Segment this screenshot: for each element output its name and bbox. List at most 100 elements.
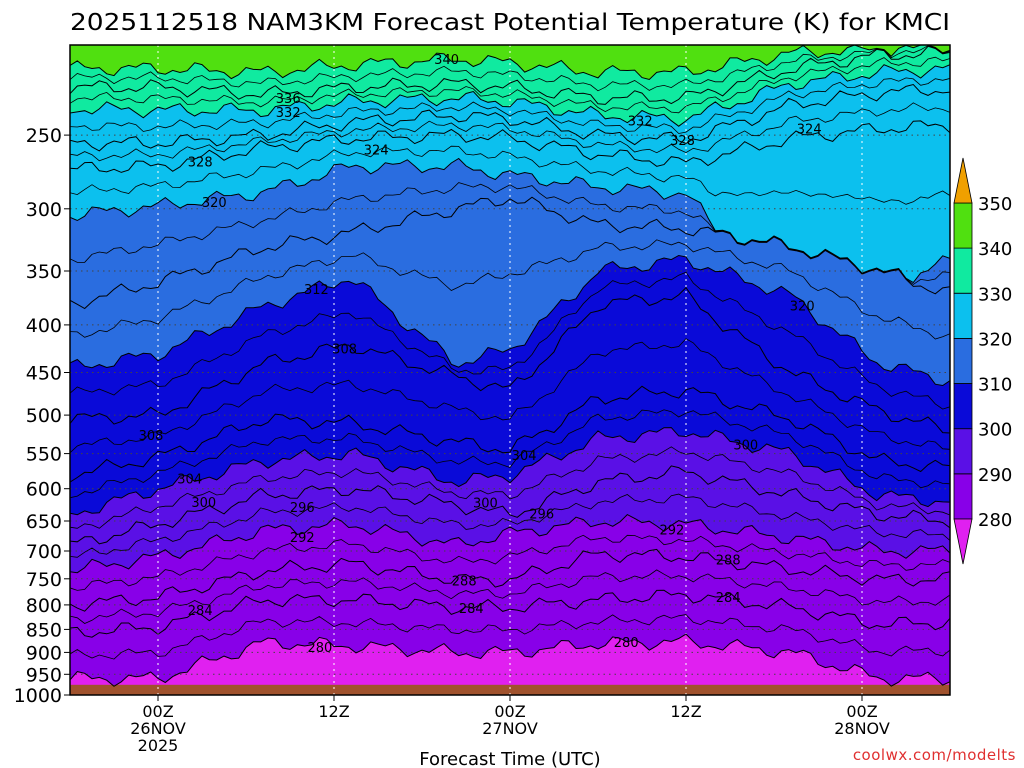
isentrope-contours [70, 45, 950, 687]
contour-label-23: 288 [452, 574, 477, 589]
y-tick-label-600: 600 [26, 479, 62, 501]
contour-label-14: 304 [177, 473, 202, 488]
contour-label-24: 284 [459, 602, 484, 617]
fill-band-280 [70, 590, 950, 687]
isentrope-294 [70, 493, 950, 558]
contour-label-8: 320 [202, 196, 227, 211]
fill-band-296 [70, 427, 950, 544]
colorbar-label-290: 290 [978, 465, 1012, 486]
colorbar-segment-320 [953, 292, 973, 339]
contour-label-4: 328 [670, 134, 695, 149]
y-tick-label-750: 750 [26, 569, 62, 591]
y-tick-label-900: 900 [26, 642, 62, 664]
fill-band-328 [70, 64, 950, 151]
contour-label-17: 300 [733, 439, 758, 454]
colorbar-over-arrow [953, 157, 973, 204]
contour-label-26: 284 [188, 604, 213, 619]
y-tick-label-400: 400 [26, 315, 62, 337]
y-tick-label-800: 800 [26, 595, 62, 617]
y-tick-label-950: 950 [26, 664, 62, 686]
y-tick-label-550: 550 [26, 444, 62, 466]
isentrope-298 [70, 446, 950, 529]
colorbar-under-arrow [953, 518, 973, 565]
x-tick-label-0-0: 00Z [142, 702, 173, 721]
y-axis-pressure: 2503003504004505005506006507007508008509… [14, 125, 70, 707]
colorbar-label-340: 340 [978, 239, 1012, 260]
colorbar-segment-290 [953, 428, 973, 475]
isentrope-336 [70, 45, 950, 105]
isentrope-302 [70, 409, 950, 499]
fill-band-304 [70, 287, 950, 483]
isentrope-296 [70, 465, 950, 545]
chart-title: 2025112518 NAM3KM Forecast Potential Tem… [70, 10, 950, 36]
y-tick-label-500: 500 [26, 405, 62, 427]
isentrope-304 [70, 385, 950, 483]
isentrope-286 [70, 569, 950, 624]
isentrope-312 [70, 254, 950, 387]
x-tick-label-2-0: 00Z [494, 702, 525, 721]
contour-label-20: 292 [290, 531, 315, 546]
contour-label-16: 300 [473, 497, 498, 512]
x-tick-label-0-1: 26NOV [130, 719, 186, 738]
contour-labels: 3403363323323283283243243203203123083083… [139, 53, 822, 656]
fill-band-332 [70, 46, 950, 127]
isentrope-324 [70, 120, 950, 173]
contour-label-2: 332 [276, 106, 301, 121]
colorbar-label-330: 330 [978, 284, 1012, 305]
contour-label-5: 328 [188, 156, 213, 171]
contour-label-15: 300 [191, 496, 216, 511]
colorbar-label-320: 320 [978, 329, 1012, 350]
colorbar-label-310: 310 [978, 375, 1012, 396]
contour-label-7: 324 [797, 123, 822, 138]
y-tick-label-700: 700 [26, 541, 62, 563]
isentrope-280 [70, 633, 950, 687]
isentrope-288 [70, 548, 950, 612]
colorbar-legend: 280 290 300 310 320 330 340 350 [953, 157, 1012, 565]
contour-label-12: 308 [139, 429, 164, 444]
x-tick-label-4-1: 28NOV [834, 719, 890, 738]
fill-band-300 [70, 386, 950, 515]
x-tick-label-1-0: 12Z [318, 702, 349, 721]
colorbar-segment-280 [953, 473, 973, 520]
colorbar-segment-340 [953, 202, 973, 249]
isentrope-334 [70, 56, 950, 114]
colorbar-label-280: 280 [978, 510, 1012, 531]
fill-band-284 [70, 549, 950, 638]
colorbar-segment-330 [953, 247, 973, 294]
x-tick-label-3-0: 12Z [670, 702, 701, 721]
isentrope-338 [70, 45, 950, 92]
isentrope-330 [70, 77, 950, 134]
y-tick-label-650: 650 [26, 511, 62, 533]
isentrope-284 [70, 589, 950, 638]
isentrope-308 [70, 286, 950, 434]
contour-label-11: 308 [332, 343, 357, 358]
isentrope-292 [70, 513, 950, 574]
contour-label-0: 340 [434, 53, 459, 68]
y-tick-label-300: 300 [26, 199, 62, 221]
isentrope-290 [70, 534, 950, 591]
isentrope-310 [70, 271, 950, 410]
contour-label-18: 296 [290, 501, 315, 516]
isentrope-322 [70, 145, 950, 205]
watermark-credit: coolwx.com/modelts [853, 746, 1016, 764]
isentrope-300 [70, 427, 950, 516]
fill-band-336 [70, 45, 950, 105]
isentrope-332 [70, 64, 950, 127]
contour-label-1: 336 [276, 92, 301, 107]
contour-label-28: 280 [614, 636, 639, 651]
isentrope-306 [70, 338, 950, 454]
isentrope-314 [70, 239, 950, 340]
contour-label-10: 312 [304, 283, 329, 298]
colorbar-label-350: 350 [978, 194, 1012, 215]
contour-label-27: 280 [307, 641, 332, 656]
x-axis-label: Forecast Time (UTC) [419, 749, 600, 768]
x-tick-label-0-2: 2025 [138, 736, 179, 755]
x-tick-label-4-0: 00Z [846, 702, 877, 721]
isentrope-326 [70, 102, 950, 162]
fill-band-324 [70, 84, 950, 173]
colorbar-segment-310 [953, 337, 973, 384]
y-tick-label-850: 850 [26, 619, 62, 641]
contour-label-21: 292 [659, 524, 684, 539]
